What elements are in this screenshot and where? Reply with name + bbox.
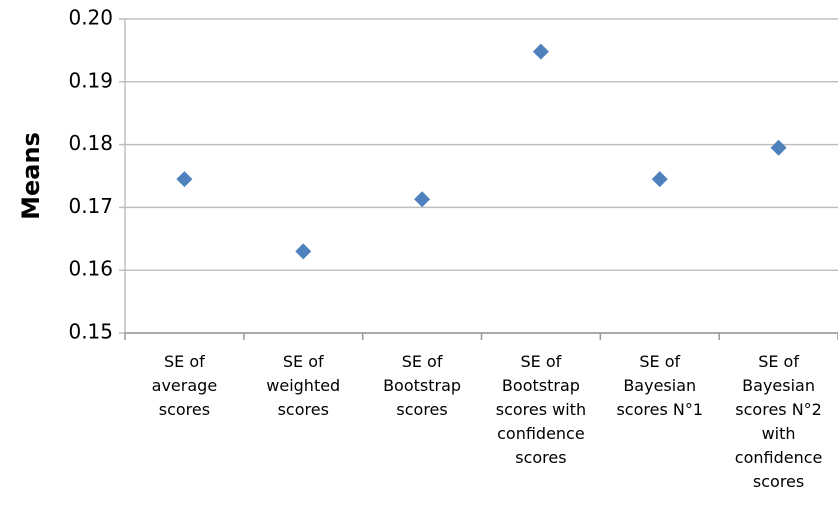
marker: [295, 243, 312, 260]
y-tick-label: 0.15: [68, 320, 113, 344]
y-tick-label: 0.17: [68, 194, 113, 218]
x-tick-label: SE of Bootstrap scores: [383, 352, 461, 419]
x-tick-label-line: scores N°2: [735, 400, 822, 419]
x-tick-label-line: scores with: [496, 400, 586, 419]
x-tick-label-line: scores: [515, 448, 566, 467]
y-axis-label: Means: [17, 132, 45, 220]
x-tick-label-line: scores: [753, 472, 804, 491]
x-tick-label: SE of weighted scores: [266, 352, 340, 419]
x-tick-label-line: SE of: [758, 352, 799, 371]
x-tick-label-line: confidence: [735, 448, 823, 467]
x-tick-label-line: average: [152, 376, 218, 395]
x-tick-label-line: with: [762, 424, 796, 443]
marker: [414, 191, 431, 208]
x-tick-label-line: Bootstrap: [383, 376, 461, 395]
x-tick-label-line: SE of: [521, 352, 562, 371]
x-tick-label-line: confidence: [497, 424, 585, 443]
x-tick-label-line: scores N°1: [616, 400, 703, 419]
x-tick-label-line: SE of: [164, 352, 205, 371]
x-tick-label: SE of Bayesian scores N°1: [616, 352, 703, 419]
x-tick-label-line: weighted: [266, 376, 340, 395]
marker: [770, 139, 787, 156]
y-tick-label: 0.18: [68, 131, 113, 155]
y-tick-label: 0.20: [68, 6, 113, 30]
marker: [176, 171, 193, 188]
x-tick-label: SE of Bootstrap scores with confidence score…: [496, 352, 586, 467]
x-tick-label-line: scores: [159, 400, 210, 419]
y-tick-label: 0.16: [68, 257, 113, 281]
x-tick-label-line: scores: [278, 400, 329, 419]
marker: [532, 43, 549, 60]
y-tick-label: 0.19: [68, 68, 113, 92]
marker: [651, 171, 668, 188]
x-tick-label-line: Bootstrap: [502, 376, 580, 395]
x-tick-label-line: SE of: [283, 352, 324, 371]
x-tick-label-line: SE of: [402, 352, 443, 371]
x-tick-label-line: SE of: [639, 352, 680, 371]
x-tick-label: SE of average scores: [152, 352, 218, 419]
x-tick-label: SE of Bayesian scores N°2 with confidence sco…: [735, 352, 823, 491]
x-tick-label-line: Bayesian: [742, 376, 815, 395]
x-tick-label-line: scores: [396, 400, 447, 419]
x-tick-label-line: Bayesian: [623, 376, 696, 395]
